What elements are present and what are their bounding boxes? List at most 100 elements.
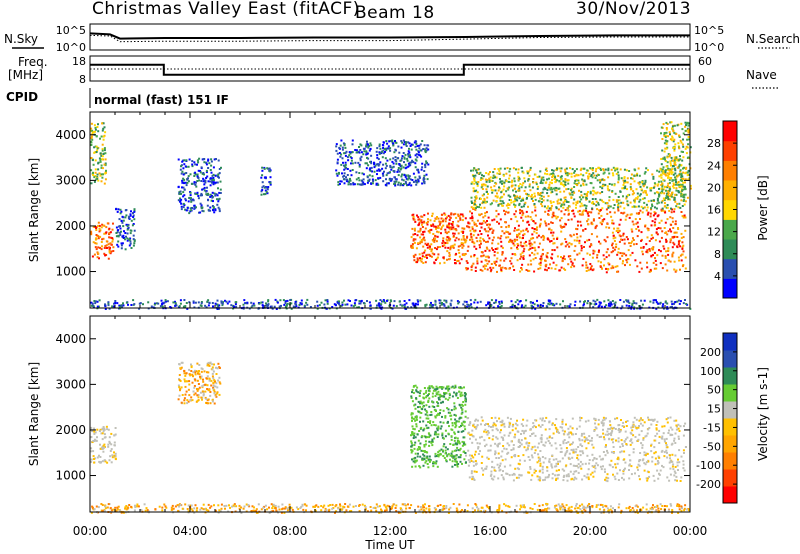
heatmap-cell [475,169,478,172]
heatmap-cell [611,222,613,225]
heatmap-cell [454,228,457,231]
heatmap-cell [463,425,466,428]
heatmap-cell [426,463,429,465]
heatmap-cell [431,444,434,447]
heatmap-cell [101,460,104,463]
heatmap-cell [631,240,634,243]
freq-right-tick: 0 [698,73,705,86]
heatmap-cell [200,305,203,307]
heatmap-cell [93,176,96,179]
heatmap-cell [594,177,597,179]
heatmap-cell [484,259,487,262]
heatmap-cell [445,217,447,220]
heatmap-cell [373,166,376,169]
heatmap-cell [213,363,215,366]
heatmap-cell [189,198,192,201]
heatmap-cell [497,242,500,245]
heatmap-cell [568,305,571,308]
heatmap-cell [104,178,107,181]
heatmap-cell [649,268,652,271]
heatmap-cell [474,200,477,203]
heatmap-cell [212,377,215,380]
heatmap-cell [529,244,532,247]
heatmap-cell [504,213,507,216]
heatmap-cell [204,179,207,182]
heatmap-cell [182,186,185,189]
heatmap-cell [606,185,609,188]
heatmap-cell [397,157,400,160]
heatmap-cell [456,443,459,446]
heatmap-cell [562,476,565,478]
heatmap-cell [346,168,349,170]
heatmap-cell [359,302,362,305]
heatmap-cell [184,306,186,309]
heatmap-cell [555,217,558,220]
heatmap-cell [502,188,505,191]
heatmap-cell [496,247,499,250]
heatmap-cell [432,233,435,235]
heatmap-cell [652,261,655,264]
heatmap-cell [384,150,386,153]
heatmap-cell [435,460,438,463]
heatmap-cell [599,301,602,304]
heatmap-cell [183,372,186,375]
heatmap-cell [349,156,352,158]
heatmap-cell [414,452,417,455]
heatmap-cell [603,264,605,267]
heatmap-cell [378,145,381,148]
heatmap-cell [580,224,583,227]
heatmap-cell [427,426,430,429]
heatmap-cell [646,193,648,196]
heatmap-cell [178,386,181,389]
heatmap-cell [103,433,106,436]
heatmap-cell [676,300,679,303]
heatmap-cell [574,179,577,182]
heatmap-cell [588,238,591,241]
heatmap-cell [476,219,479,222]
heatmap-cell [590,244,593,247]
heatmap-cell [547,213,550,216]
heatmap-cell [114,301,117,304]
heatmap-cell [679,254,682,257]
heatmap-cell [666,172,669,175]
heatmap-cell [417,406,419,409]
heatmap-cell [602,168,605,171]
heatmap-cell [453,408,456,411]
heatmap-cell [362,173,365,176]
heatmap-cell [261,181,264,184]
heatmap-cell [550,221,553,224]
heatmap-cell [450,438,453,441]
heatmap-cell [599,179,602,182]
heatmap-cell [117,235,120,238]
heatmap-cell [562,201,565,204]
heatmap-cell [500,270,503,273]
heatmap-cell [323,303,326,306]
heatmap-cell [184,393,187,396]
heatmap-cell [385,140,388,143]
heatmap-cell [211,398,214,401]
heatmap-cell [197,383,200,385]
heatmap-cell [487,230,490,233]
heatmap-cell [355,151,358,154]
heatmap-cell [556,238,559,240]
heatmap-cell [193,175,196,177]
heatmap-cell [414,407,417,410]
heatmap-cell [132,212,134,215]
heatmap-cell [674,223,677,226]
heatmap-cell [685,171,688,174]
heatmap-cell [99,443,101,446]
heatmap-cell [601,191,604,193]
heatmap-cell [684,167,687,170]
heatmap-cell [216,303,219,306]
heatmap-cell [447,453,450,456]
heatmap-cell [486,262,489,265]
heatmap-cell [200,301,203,303]
heatmap-cell [462,244,465,247]
heatmap-cell [194,392,197,395]
heatmap-cell [548,177,550,180]
heatmap-cell [661,185,664,188]
heatmap-cell [482,175,485,178]
heatmap-cell [460,238,463,241]
heatmap-cell [194,173,197,176]
heatmap-cell [113,305,115,308]
